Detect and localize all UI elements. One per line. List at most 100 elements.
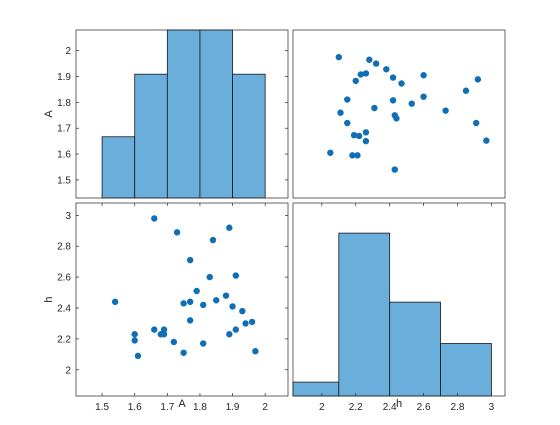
panel-A-A: 1.5 1.6 1.7 1.8 1.9 2 A (43, 29, 289, 199)
y-tick-label: 2 (65, 46, 71, 57)
scatter-point (151, 215, 158, 222)
x-tick-label: 2.6 (417, 402, 431, 413)
scatter-point (383, 66, 390, 73)
scatter-point (362, 70, 370, 77)
scatter-point (474, 76, 482, 83)
scatter-point (226, 331, 233, 338)
scatter-point (186, 256, 194, 264)
scatter-point (242, 320, 249, 327)
scatter-point (366, 56, 373, 63)
histogram-bar (199, 29, 233, 199)
scatter-point (344, 96, 351, 103)
y-tick-label: 2.6 (57, 273, 71, 284)
y-tick-label: 2.4 (57, 303, 71, 314)
panel-h-A (292, 29, 506, 199)
histogram-bar (440, 343, 492, 397)
histogram-bar (232, 73, 266, 199)
y-tick-label: 1.5 (57, 175, 71, 186)
scatter-point (193, 287, 200, 295)
scatter-point (134, 352, 142, 360)
scatter-point (151, 326, 158, 333)
scatter-point (180, 349, 187, 356)
scatter-point (327, 149, 334, 156)
histogram-bar (292, 381, 340, 397)
scatter-point (232, 326, 240, 333)
scatter-point (200, 340, 207, 347)
scatter-point (180, 300, 187, 307)
x-tick-label: 1.5 (95, 402, 109, 413)
x-tick-label: 1.8 (193, 402, 207, 413)
x-tick-label: 1.9 (226, 402, 240, 413)
y-tick-label: 1.8 (57, 98, 71, 109)
scatter-point (352, 77, 359, 85)
y-tick-label: 1.7 (57, 124, 71, 135)
scatter-point (398, 80, 405, 87)
y-tick-label: 1.6 (57, 150, 71, 161)
panel-h-h: 2 2.2 2.4 2.6 2.8 3 h (292, 202, 506, 413)
y-tick-label: 1.9 (57, 72, 71, 83)
scatter-point (393, 115, 400, 122)
scatter-point (389, 97, 397, 104)
scatter-point (335, 53, 342, 61)
scatter-point (222, 292, 230, 299)
histogram-bar (389, 301, 441, 397)
y-tick-label: 3 (65, 211, 71, 222)
y-tick-label: 2.8 (57, 242, 71, 253)
y-tick-label: 2.2 (57, 334, 71, 345)
scatter-point (229, 303, 236, 310)
scatter-point (206, 273, 213, 281)
scatter-point (131, 331, 138, 338)
scatter-point (362, 137, 370, 145)
x-tick-label: 3 (489, 402, 495, 413)
histogram-bar (134, 73, 168, 199)
scatter-point (354, 152, 361, 159)
scatter-point (200, 301, 207, 309)
scatter-point (239, 307, 246, 315)
panel-frame (75, 29, 289, 199)
x-tick-label: 2 (262, 402, 268, 413)
scatter-point (357, 71, 365, 78)
panel-frame (292, 29, 506, 199)
panel-A-h: 2 2.2 2.4 2.6 2.8 3 1.5 1.6 1.7 1.8 1.9 2 h A (43, 202, 289, 413)
x-axis-label: A (178, 398, 186, 410)
scatter-point (372, 60, 380, 67)
scatter-point (213, 297, 220, 304)
x-tick-label: 1.7 (160, 402, 174, 413)
scatter-point (344, 119, 351, 127)
scatter-point (160, 326, 168, 333)
scatter-point (420, 72, 427, 79)
x-tick-label: 2 (319, 402, 325, 413)
scatter-point (371, 104, 378, 112)
x-tick-label: 2.8 (451, 402, 465, 413)
y-axis-label: A (43, 110, 55, 118)
histogram-bar (101, 136, 136, 199)
scatter-point (186, 317, 194, 324)
scatter-point (170, 338, 178, 346)
scatter-point (337, 109, 344, 116)
scatter-point (362, 129, 370, 136)
histogram-bar (338, 232, 391, 397)
histogram-bar (166, 29, 201, 199)
y-axis-label: h (43, 296, 55, 302)
scatter-point (252, 348, 259, 355)
scatter-point (248, 318, 256, 326)
panel-frame (292, 202, 506, 397)
scatter-point (209, 236, 217, 244)
panel-background (76, 203, 288, 396)
scatter-point (472, 119, 480, 127)
scatter-point (483, 137, 490, 144)
x-tick-label: 2.4 (383, 402, 397, 413)
scatter-point (391, 166, 398, 173)
panel-background (293, 30, 505, 198)
scatter-point (420, 93, 427, 100)
scatter-point (186, 298, 194, 306)
scatter-point (408, 100, 415, 107)
scatter-point (232, 272, 240, 279)
scatter-point (442, 107, 449, 114)
scatter-point (131, 337, 138, 344)
x-tick-label: 2.2 (349, 402, 363, 413)
scatter-point (355, 132, 363, 140)
x-tick-label: 1.6 (128, 402, 142, 413)
